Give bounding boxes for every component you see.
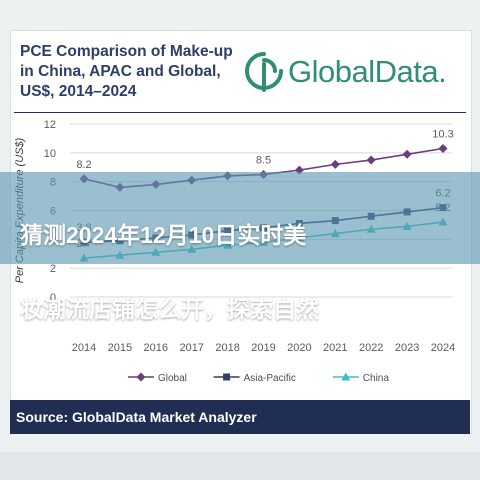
x-tick-label: 2023 xyxy=(395,342,419,354)
header-divider xyxy=(14,112,466,113)
headline-line-1: 猜测2024年12月10日实时美 xyxy=(20,222,307,248)
chart-title: PCE Comparison of Make-up in China, APAC… xyxy=(20,42,240,102)
bottom-strip xyxy=(0,452,480,480)
legend-marker-asia-pacific xyxy=(223,373,231,381)
legend-label-asia-pacific: Asia-Pacific xyxy=(244,373,296,384)
y-tick-label: 2 xyxy=(50,263,56,275)
point-global xyxy=(438,144,448,154)
point-global xyxy=(330,159,340,169)
overlay-headline: 猜测2024年12月10日实时美 妆潮流店铺怎么开，探索自然 xyxy=(20,180,480,365)
globaldata-mark-icon xyxy=(245,52,283,92)
globaldata-logo: GlobalData. xyxy=(244,50,464,94)
data-label: 10.3 xyxy=(432,129,453,141)
y-tick-label: 10 xyxy=(44,148,56,160)
legend-marker-china xyxy=(341,372,351,381)
legend-label-china: China xyxy=(363,373,390,384)
legend-marker-global xyxy=(136,372,146,382)
y-tick-label: 0 xyxy=(50,292,56,304)
x-tick-label: 2018 xyxy=(215,342,239,354)
x-tick-label: 2022 xyxy=(359,342,383,354)
headline-line-2: 妆潮流店铺怎么开，探索自然 xyxy=(20,296,319,322)
y-tick-label: 12 xyxy=(44,119,56,131)
brand-name: GlobalData. xyxy=(288,54,447,89)
point-global xyxy=(366,155,376,165)
x-tick-label: 2024 xyxy=(431,342,455,354)
x-tick-label: 2017 xyxy=(179,342,203,354)
source-footer: Source: GlobalData Market Analyzer xyxy=(10,400,470,434)
x-tick-label: 2019 xyxy=(251,342,275,354)
x-tick-label: 2015 xyxy=(108,342,132,354)
data-label: 8.2 xyxy=(76,159,91,171)
legend-label-global: Global xyxy=(158,373,187,384)
x-tick-label: 2020 xyxy=(287,342,311,354)
data-label: 8.5 xyxy=(256,154,271,166)
title-line-3: US$, 2014–2024 xyxy=(20,83,137,100)
title-line-2: in China, APAC and Global, xyxy=(20,63,221,80)
x-tick-label: 2016 xyxy=(144,342,168,354)
source-text: Source: GlobalData Market Analyzer xyxy=(16,409,257,425)
x-tick-label: 2021 xyxy=(323,342,347,354)
x-tick-label: 2014 xyxy=(72,342,96,354)
title-line-1: PCE Comparison of Make-up xyxy=(20,43,233,60)
point-global xyxy=(402,149,412,159)
overlay-banner: 猜测2024年12月10日实时美 妆潮流店铺怎么开，探索自然 xyxy=(0,172,480,322)
